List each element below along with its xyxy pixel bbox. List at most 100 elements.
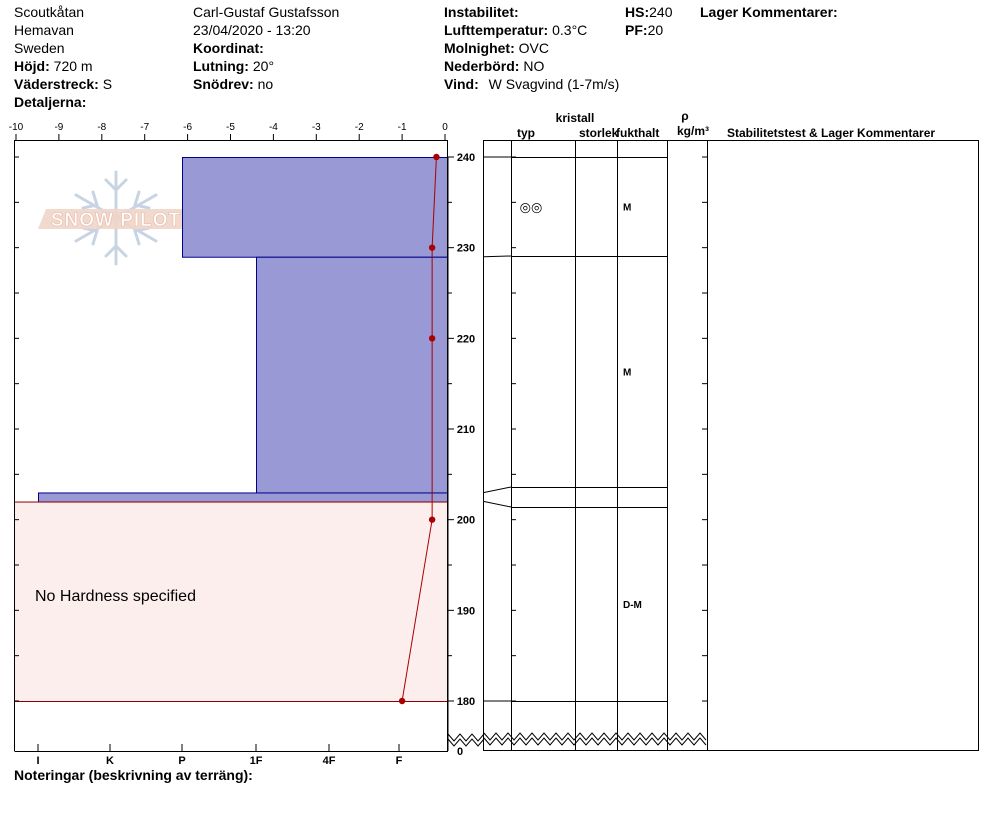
- drift-label: Snödrev:: [193, 76, 254, 92]
- temp-tick-label: -1: [398, 122, 407, 133]
- wind-value: W Svagvind (1-7m/s): [488, 76, 620, 92]
- table-connector: [483, 486, 512, 493]
- header-country: Sweden: [14, 40, 65, 56]
- temp-point: [428, 516, 436, 523]
- details-label: Detaljerna:: [14, 94, 87, 110]
- header-aspect: Väderstreck: S: [14, 75, 112, 93]
- table-frame: [483, 140, 979, 751]
- slope-value: 20°: [252, 58, 275, 74]
- height-tick-label: 200: [457, 515, 475, 527]
- header-air-temp: Lufttemperatur: 0.3°C: [444, 21, 587, 39]
- header-instability: Instabilitet:: [444, 3, 519, 21]
- table-connector: [483, 255, 512, 258]
- aspect-label: Väderstreck:: [14, 76, 99, 92]
- header-layer-comments: Lager Kommentarer:: [700, 3, 838, 21]
- temp-tick-label: -5: [226, 122, 235, 133]
- temp-point: [428, 244, 436, 251]
- header-datetime: 23/04/2020 - 13:20: [193, 22, 311, 38]
- table-header-density-symbol: ρ: [681, 109, 688, 123]
- header-location: Scoutkåtan: [14, 4, 85, 20]
- header-observer: Carl-Gustaf Gustafsson: [193, 4, 340, 20]
- moisture-value: M: [623, 203, 631, 214]
- hardness-layer-0: [182, 157, 448, 258]
- moisture-value: M: [623, 368, 631, 379]
- wind-label: Vind:: [444, 76, 479, 92]
- hardness-tick-label: 4F: [323, 755, 336, 767]
- hs-label: HS:: [625, 4, 650, 20]
- pf-label: PF:: [625, 22, 648, 38]
- height-tick-label: 230: [457, 243, 475, 255]
- layer-table: kristall typ storlek fukthalt ρ kg/m³ St…: [483, 109, 979, 751]
- header-hs: HS:240: [625, 3, 672, 21]
- hardness-tick-label: 1F: [250, 755, 263, 767]
- header-precip: Nederbörd: NO: [444, 57, 544, 75]
- temp-tick-label: -6: [183, 122, 192, 133]
- air-temp-value: 0.3°C: [552, 22, 588, 38]
- height-tick-label: 220: [457, 333, 475, 345]
- aspect-value: S: [102, 76, 113, 92]
- temp-point: [433, 153, 440, 161]
- table-header-size: storlek: [579, 126, 619, 140]
- footer-notes: Noteringar (beskrivning av terräng):: [14, 766, 253, 784]
- axis-break-table-2: [483, 737, 707, 746]
- logo-text: SNOW PILOT: [51, 210, 181, 231]
- height-tick-label: 190: [457, 605, 475, 617]
- temp-tick-label: -2: [355, 122, 364, 133]
- header-elevation: Höjd: 720 m: [14, 57, 93, 75]
- table-connector: [483, 501, 512, 508]
- sky-label: Molnighet:: [444, 40, 515, 56]
- temp-tick-label: -8: [97, 122, 106, 133]
- temp-tick-label: -10: [9, 122, 24, 133]
- axis-break-left-2: [447, 738, 485, 747]
- hardness-tick-label: F: [396, 755, 403, 767]
- hardness-tick-label: I: [36, 755, 39, 767]
- header-coord: Koordinat:: [193, 39, 264, 57]
- temp-tick-label: -3: [312, 122, 321, 133]
- temp-point: [398, 697, 406, 705]
- header-wind: Vind: W Svagvind (1-7m/s): [444, 75, 619, 93]
- pf-value: 20: [647, 22, 664, 38]
- temp-tick-label: -4: [269, 122, 278, 133]
- slope-label: Lutning:: [193, 58, 249, 74]
- sky-value: OVC: [518, 40, 549, 56]
- table-header-crystal: kristall: [556, 111, 595, 125]
- table-header-density-unit: kg/m³: [677, 124, 709, 138]
- instability-label: Instabilitet:: [444, 4, 519, 20]
- table-header-type: typ: [517, 126, 535, 140]
- height-tick-label: 210: [457, 424, 475, 436]
- precip-value: NO: [523, 58, 545, 74]
- axis-break-left: [447, 733, 485, 742]
- drift-value: no: [257, 76, 274, 92]
- table-header-stability: Stabilitetstest & Lager Kommentarer: [727, 126, 935, 140]
- header-slope: Lutning: 20°: [193, 57, 274, 75]
- table-header-moisture: fukthalt: [616, 126, 659, 140]
- height-break-label: 0: [457, 746, 463, 758]
- height-tick-label: 180: [457, 696, 475, 708]
- hardness-tick-label: K: [106, 755, 114, 767]
- header-sky: Molnighet: OVC: [444, 39, 549, 57]
- height-tick-label: 240: [457, 152, 475, 164]
- temp-tick-label: 0: [442, 122, 448, 133]
- temp-tick-label: -9: [54, 122, 63, 133]
- moisture-value: D-M: [623, 600, 642, 611]
- header-drift: Snödrev: no: [193, 75, 273, 93]
- axis-break-table: [483, 732, 707, 741]
- header-pf: PF:20: [625, 21, 663, 39]
- notes-label: Noteringar (beskrivning av terräng):: [14, 767, 253, 783]
- header-details: Detaljerna:: [14, 93, 86, 111]
- no-hardness-label: No Hardness specified: [35, 588, 196, 605]
- snowpilot-logo: SNOW PILOT: [38, 170, 194, 266]
- air-temp-label: Lufttemperatur:: [444, 22, 549, 38]
- hardness-layer-1: [256, 256, 448, 494]
- hs-value: 240: [649, 4, 673, 20]
- hardness-layer-2: [38, 492, 448, 503]
- crystal-type-symbol: ◎◎: [520, 201, 543, 216]
- elevation-label: Höjd:: [14, 58, 50, 74]
- coord-label: Koordinat:: [193, 40, 264, 56]
- elevation-value: 720 m: [53, 58, 93, 74]
- temp-tick-label: -7: [140, 122, 149, 133]
- axis-break-zigzags: [447, 732, 707, 747]
- temp-point: [428, 335, 436, 342]
- no-hardness-layer: [14, 501, 448, 702]
- hardness-tick-label: P: [178, 755, 185, 767]
